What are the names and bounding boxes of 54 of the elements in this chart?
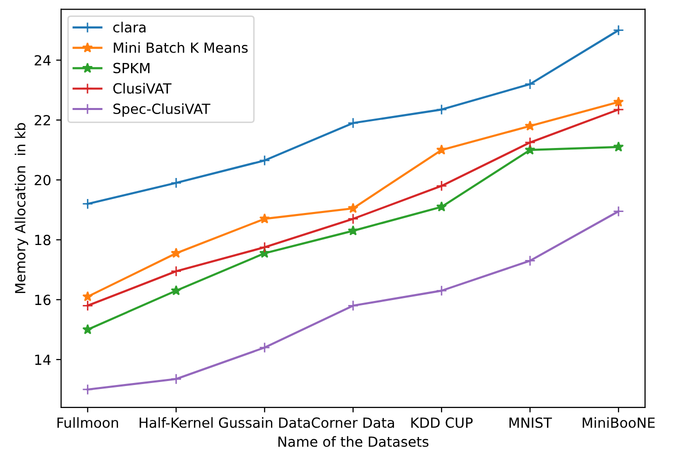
point: [259, 154, 270, 166]
point: [170, 177, 182, 188]
y-tick-label: 16: [35, 294, 51, 306]
point: [436, 144, 447, 155]
x-tick-label: MNIST: [510, 417, 552, 428]
point: [170, 266, 182, 277]
point: [348, 300, 359, 312]
legend-label: SPKM: [113, 62, 150, 74]
point: [82, 384, 94, 396]
y-tick-label: 20: [34, 174, 50, 186]
point: [436, 201, 447, 212]
point: [82, 300, 94, 312]
point: [524, 136, 536, 148]
x-tick-label: Fullmoon: [57, 417, 118, 428]
point: [170, 285, 182, 296]
point: [524, 255, 536, 266]
legend-label: clara: [113, 22, 146, 33]
point: [524, 120, 536, 131]
x-tick-label: KDD CUP: [411, 417, 473, 428]
point: [436, 285, 448, 296]
point: [82, 291, 93, 302]
point: [524, 78, 536, 90]
point: [259, 342, 270, 354]
point: [613, 96, 624, 107]
y-axis-title: Memory Allocation in kb: [14, 123, 28, 294]
y-tick-label: 18: [35, 234, 50, 246]
point: [436, 104, 448, 116]
legend-label: ClusiVAT: [113, 82, 172, 94]
x-axis-title: Name of the Datasets: [278, 436, 428, 447]
x-tick-label: Corner Data: [312, 417, 394, 428]
point: [259, 242, 270, 253]
x-tick-label: Gussain Data: [218, 417, 310, 428]
point: [612, 104, 624, 116]
point: [348, 225, 358, 236]
point: [613, 141, 624, 152]
x-tick-label: MiniBooNE: [582, 417, 655, 428]
point: [612, 24, 624, 36]
y-tick-label: 24: [34, 55, 51, 66]
x-tick-label: Half-Kernel: [140, 417, 213, 428]
point: [348, 117, 359, 129]
point: [170, 373, 182, 385]
point: [612, 206, 624, 217]
point: [524, 144, 536, 155]
legend-label: Spec-ClusiVAT: [113, 103, 210, 117]
y-tick-label: 22: [34, 115, 50, 126]
point: [348, 213, 359, 224]
point: [436, 180, 448, 192]
point: [82, 324, 93, 334]
point: [348, 202, 358, 213]
y-tick-label: 14: [35, 354, 51, 365]
point: [82, 198, 94, 210]
point: [259, 213, 270, 224]
point: [170, 248, 182, 258]
legend-label: Mini Batch K Means: [114, 42, 248, 53]
